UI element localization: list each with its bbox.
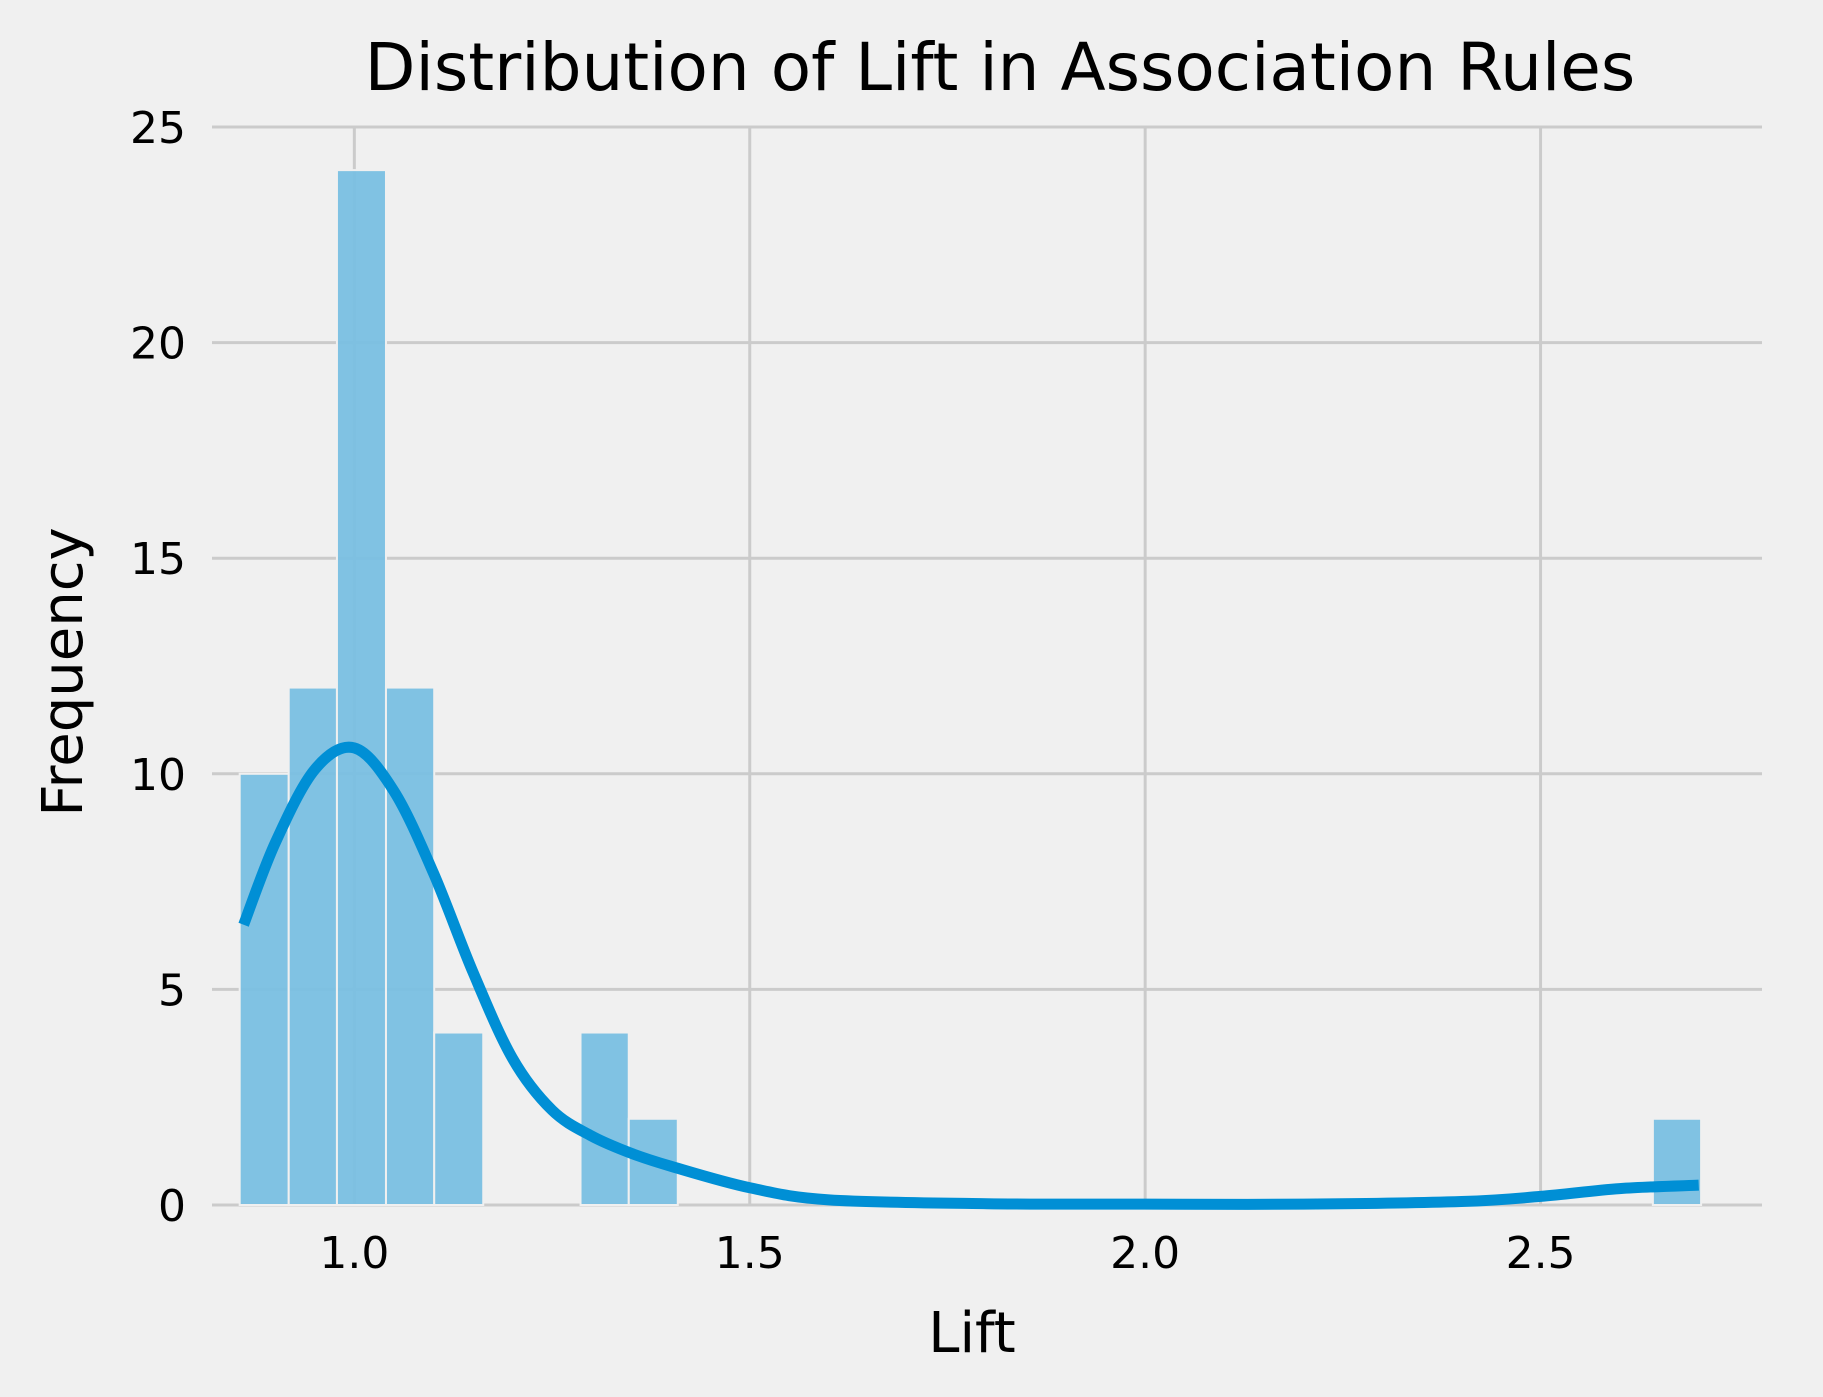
y-tick-label: 5 <box>158 965 186 1016</box>
chart-title: Distribution of Lift in Association Rule… <box>365 29 1636 106</box>
y-tick-label: 25 <box>130 103 186 154</box>
histogram-bar <box>384 686 436 1206</box>
x-tick-label: 2.5 <box>1506 1228 1576 1279</box>
histogram-bars <box>238 169 1703 1207</box>
y-tick-label: 20 <box>130 319 186 370</box>
histogram-bar <box>579 1031 630 1207</box>
y-tick-label: 0 <box>158 1181 186 1232</box>
histogram-bar <box>433 1031 485 1207</box>
kde-curve <box>238 741 1699 1210</box>
kde-curve-layer <box>238 741 1699 1210</box>
y-axis-label: Frequency <box>31 527 96 816</box>
tick-labels: 0 5 10 15 20 25 1.0 1.5 2.0 2.5 <box>130 103 1576 1279</box>
grid-lines <box>212 125 1762 1207</box>
x-tick-label: 2.0 <box>1110 1228 1180 1279</box>
histogram-bar <box>335 169 387 1206</box>
x-axis-label: Lift <box>928 1301 1015 1366</box>
x-tick-label: 1.0 <box>319 1228 389 1279</box>
y-tick-label: 10 <box>130 750 186 801</box>
x-tick-label: 1.5 <box>715 1228 785 1279</box>
y-tick-label: 15 <box>130 534 186 585</box>
